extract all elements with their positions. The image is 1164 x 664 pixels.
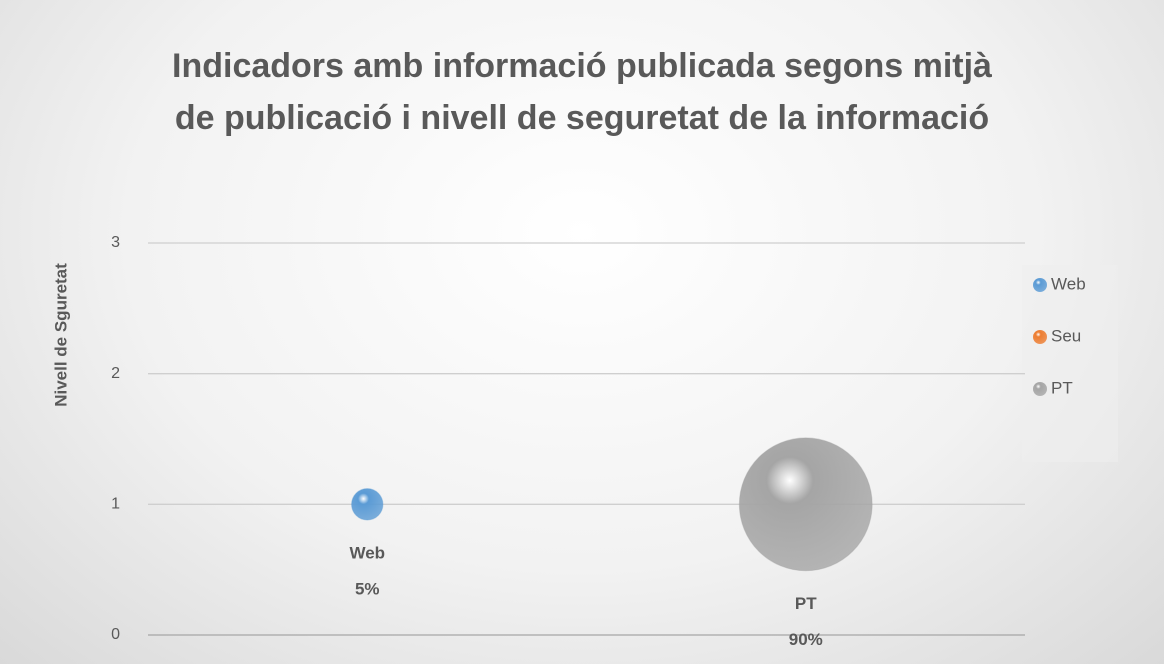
legend-marker xyxy=(1033,278,1047,292)
legend-label: Seu xyxy=(1051,326,1081,345)
y-axis-label: Nivell de Sguretat xyxy=(51,263,70,407)
data-label-name: Web xyxy=(349,543,385,562)
legend-box xyxy=(1022,265,1118,462)
y-tick-label: 3 xyxy=(111,234,120,251)
legend-marker xyxy=(1033,382,1047,396)
data-label-name: PT xyxy=(795,594,817,613)
legend-label: PT xyxy=(1051,378,1073,397)
legend-marker xyxy=(1033,330,1047,344)
y-tick-label: 1 xyxy=(111,496,120,513)
bubble xyxy=(351,488,384,521)
chart-title: Indicadors amb informació publicada sego… xyxy=(172,47,992,137)
y-tick-label: 2 xyxy=(111,365,120,382)
data-label: 90% xyxy=(789,630,823,649)
y-tick-label: 0 xyxy=(111,626,120,643)
legend-label: Web xyxy=(1051,274,1086,293)
data-label: 5% xyxy=(355,579,380,598)
bubble xyxy=(738,437,873,572)
